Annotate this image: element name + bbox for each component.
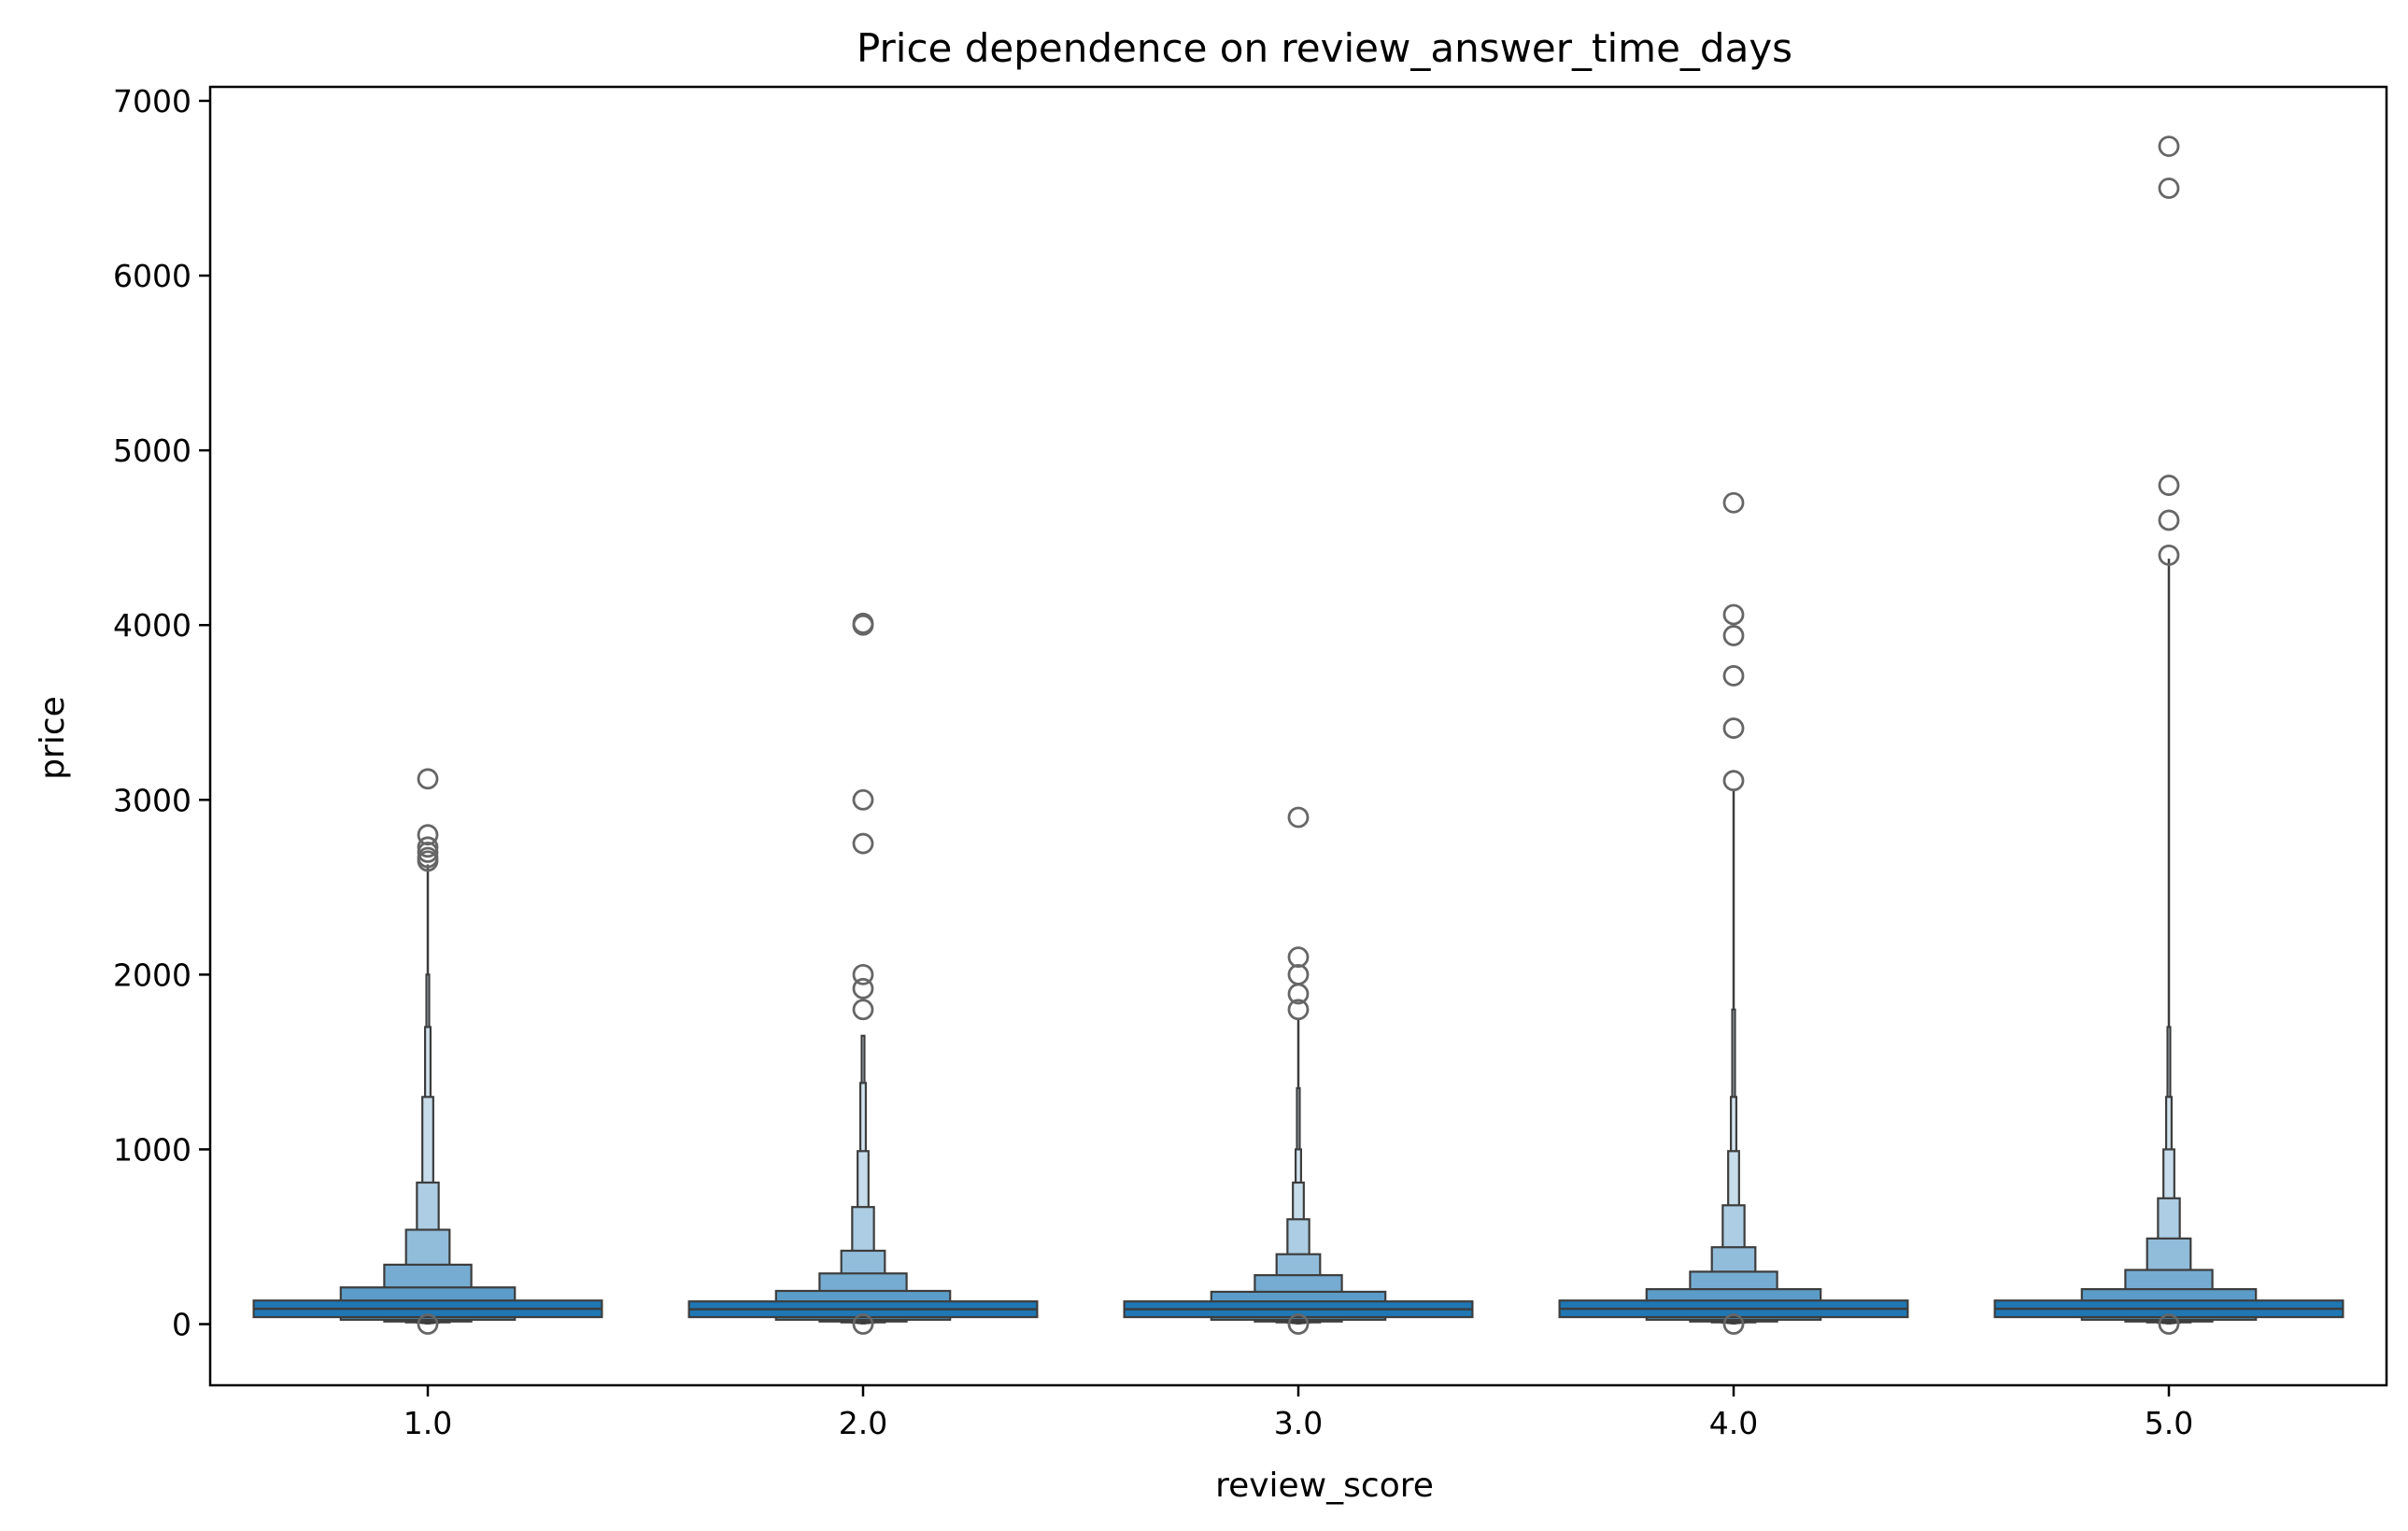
outlier-point: [417, 846, 439, 869]
outlier-point: [1722, 665, 1745, 687]
x-tick-label: 2.0: [839, 1405, 887, 1441]
outlier-point: [852, 832, 874, 855]
plot-area: [252, 135, 2344, 1335]
outlier-point: [852, 612, 874, 634]
outlier-point: [1722, 717, 1745, 739]
y-tick-label: 4000: [113, 607, 191, 644]
y-tick-label: 0: [172, 1307, 191, 1343]
x-tick-label: 1.0: [404, 1405, 452, 1441]
outlier-point: [1287, 806, 1310, 829]
y-axis-label: price: [34, 696, 72, 780]
y-tick-label: 1000: [113, 1131, 191, 1168]
outlier-point: [2158, 135, 2180, 158]
outlier-point: [1722, 770, 1745, 792]
x-tick-label: 4.0: [1709, 1405, 1758, 1441]
outlier-point: [1722, 603, 1745, 626]
outlier-point: [1287, 1313, 1310, 1335]
boxen-group: [1558, 491, 1909, 1335]
outlier-point: [417, 1313, 439, 1335]
plot-frame: [208, 85, 2388, 1387]
outlier-point: [2158, 544, 2180, 566]
outlier-point: [417, 768, 439, 790]
y-tick-label: 2000: [113, 957, 191, 993]
outlier-point: [1287, 999, 1310, 1021]
chart-title: Price dependence on review_answer_time_d…: [857, 25, 1792, 71]
boxen-group: [252, 768, 603, 1335]
outlier-point: [852, 999, 874, 1021]
x-axis-label: review_score: [1215, 1467, 1434, 1505]
y-axis: 0 1000 2000 3000 4000 5000 6000 7000: [113, 83, 210, 1343]
x-tick-label: 5.0: [2145, 1405, 2193, 1441]
y-tick-label: 6000: [113, 258, 191, 294]
x-tick-label: 3.0: [1274, 1405, 1323, 1441]
y-tick-label: 7000: [113, 83, 191, 120]
outlier-point: [852, 1313, 874, 1335]
boxen-group: [1993, 135, 2344, 1335]
x-axis: 1.0 2.0 3.0 4.0 5.0: [404, 1385, 2193, 1441]
outlier-point: [1287, 946, 1310, 969]
outlier-point: [417, 824, 439, 846]
outlier-point: [2158, 1313, 2180, 1335]
outlier-point: [2158, 475, 2180, 496]
outlier-point: [2158, 509, 2180, 532]
y-tick-label: 3000: [113, 782, 191, 818]
outlier-point: [417, 836, 439, 858]
boxen-group: [1123, 806, 1474, 1335]
outlier-point: [852, 788, 874, 811]
outlier-point: [1722, 491, 1745, 514]
outlier-point: [852, 963, 874, 985]
boxen-group: [687, 612, 1039, 1335]
outlier-point: [852, 977, 874, 999]
outlier-point: [1722, 625, 1745, 646]
outlier-point: [2158, 177, 2180, 199]
outlier-point: [1722, 1313, 1745, 1335]
y-tick-label: 5000: [113, 432, 191, 469]
